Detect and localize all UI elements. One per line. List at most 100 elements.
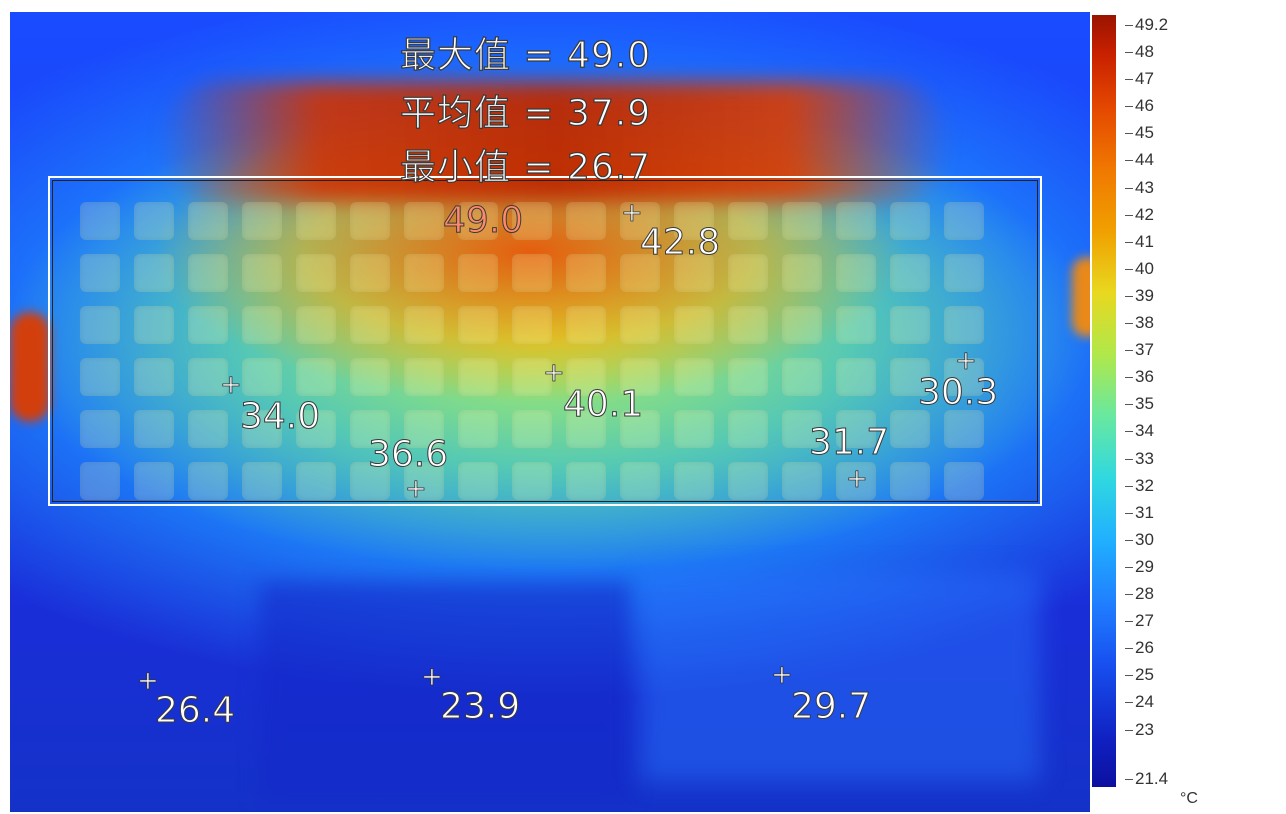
left-edge-hotspot [10,312,50,422]
scale-tick-label: 36 [1125,368,1154,385]
scale-tick-label: 28 [1125,585,1154,602]
key-row [80,462,1040,500]
measurement-region-box [48,176,1042,506]
keyboard-key [296,410,336,448]
keyboard-key [242,254,282,292]
keyboard-key [620,254,660,292]
keyboard-key [458,358,498,396]
keyboard-key [674,462,714,500]
keyboard-key [836,410,876,448]
keyboard-key [512,410,552,448]
keyboard-key [458,254,498,292]
scale-tick-label: 27 [1125,612,1154,629]
keyboard-key [242,306,282,344]
keyboard-keys [80,202,1040,532]
keyboard-key [188,202,228,240]
measurement-marker-34-0: + [220,370,243,400]
keyboard-key [566,410,606,448]
keyboard-key [458,306,498,344]
keyboard-key [620,306,660,344]
scale-tick-label: 24 [1125,693,1154,710]
max-value-text: 最大值 = 49.0 [399,34,652,76]
keyboard-key [674,202,714,240]
keyboard-key [890,306,930,344]
keyboard-key [80,254,120,292]
scale-tick-label: 29 [1125,558,1154,575]
scale-tick-label: 42 [1125,206,1154,223]
keyboard-key [188,306,228,344]
keyboard-key [620,202,660,240]
key-row [80,306,1040,344]
measurement-marker-42-8: + [621,198,644,228]
keyboard-key [944,462,984,500]
keyboard-key [80,410,120,448]
measurement-marker-26-4: + [137,666,160,696]
min-value-text: 最小值 = 26.7 [399,146,652,188]
palmrest-left-region [260,582,630,802]
measurement-marker-31-7: + [846,464,869,494]
scale-tick-label: 26 [1125,639,1154,656]
reading-29-7: 29.7 [790,686,872,728]
scale-tick-label: 34 [1125,422,1154,439]
keyboard-key [890,462,930,500]
keyboard-key [296,306,336,344]
keyboard-key [890,410,930,448]
keyboard-key [242,202,282,240]
keyboard-key [296,462,336,500]
scale-tick-label: 43 [1125,179,1154,196]
keyboard-key [728,358,768,396]
scale-tick-label: 38 [1125,314,1154,331]
scale-tick-label: 35 [1125,395,1154,412]
key-row [80,202,1040,240]
keyboard-key [404,306,444,344]
reading-23-9: 23.9 [439,686,521,728]
reading-30-3: 30.3 [917,372,999,414]
keyboard-key [620,462,660,500]
keyboard-key [674,306,714,344]
keyboard-key [566,254,606,292]
keyboard-key [674,410,714,448]
keyboard-key [404,202,444,240]
thermal-image [10,12,1090,812]
keyboard-key [296,202,336,240]
scale-max-label: 49.2 [1125,16,1168,33]
scale-min-label: 21.4 [1125,770,1168,787]
measurement-marker-30-3: + [955,346,978,376]
keyboard-key [134,202,174,240]
keyboard-key [728,202,768,240]
keyboard-key [782,306,822,344]
keyboard-key [566,202,606,240]
keyboard-key [944,202,984,240]
keyboard-key [350,254,390,292]
scale-tick-label: 45 [1125,124,1154,141]
palmrest-right-region [640,572,1040,782]
scale-tick-label: 33 [1125,450,1154,467]
keyboard-key [944,358,984,396]
key-row [80,358,1040,396]
keyboard-key [620,410,660,448]
keyboard-key [134,254,174,292]
reading-26-4: 26.4 [154,690,236,732]
scale-tick-label: 40 [1125,260,1154,277]
keyboard-key [836,358,876,396]
keyboard-key [134,358,174,396]
keyboard-key [566,306,606,344]
keyboard-key [350,410,390,448]
keyboard-key [350,202,390,240]
reading-40-1: 40.1 [562,384,644,426]
keyboard-key [836,254,876,292]
scale-tick-label: 23 [1125,721,1154,738]
temperature-unit-label: °C [1180,790,1198,807]
scale-tick-label: 25 [1125,666,1154,683]
keyboard-key [404,254,444,292]
keyboard-key [836,462,876,500]
keyboard-key [728,410,768,448]
keyboard-key [890,358,930,396]
keyboard-key [728,306,768,344]
scale-tick-label: 41 [1125,233,1154,250]
measurement-marker-36-6: + [405,474,428,504]
keyboard-key [188,462,228,500]
keyboard-key [80,202,120,240]
keyboard-key [134,306,174,344]
keyboard-key [674,254,714,292]
